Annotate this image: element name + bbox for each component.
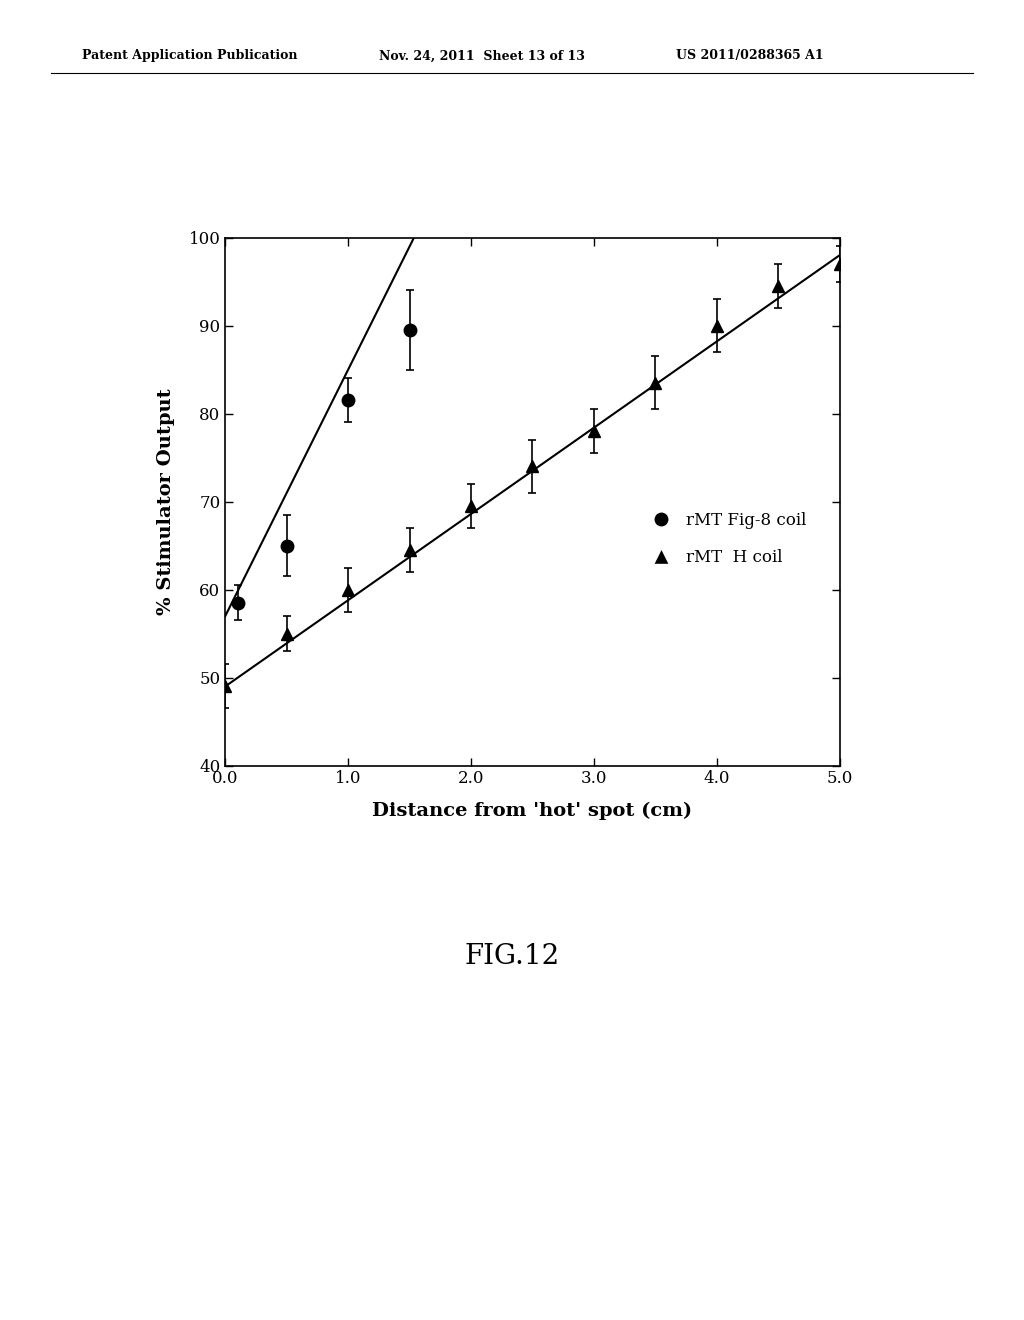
Text: Nov. 24, 2011  Sheet 13 of 13: Nov. 24, 2011 Sheet 13 of 13 <box>379 49 585 62</box>
Text: FIG.12: FIG.12 <box>464 942 560 970</box>
Legend: rMT Fig-8 coil, rMT  H coil: rMT Fig-8 coil, rMT H coil <box>638 506 813 573</box>
X-axis label: Distance from 'hot' spot (cm): Distance from 'hot' spot (cm) <box>373 801 692 820</box>
Text: US 2011/0288365 A1: US 2011/0288365 A1 <box>676 49 823 62</box>
Y-axis label: % Stimulator Output: % Stimulator Output <box>157 388 175 615</box>
Text: Patent Application Publication: Patent Application Publication <box>82 49 297 62</box>
